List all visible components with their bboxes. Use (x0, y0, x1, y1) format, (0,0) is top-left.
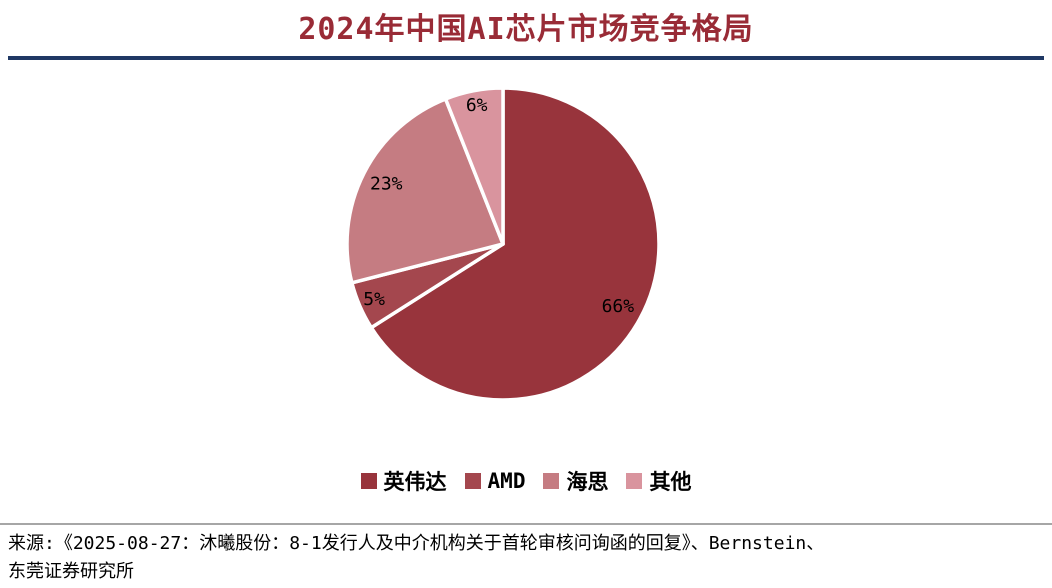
pie-slice-0 (369, 86, 661, 402)
legend-item-1: AMD (464, 469, 526, 493)
legend-item-2: 海思 (543, 466, 608, 496)
source-text: 来源:《2025-08-27：沐曦股份：8-1发行人及中介机构关于首轮审核问询函… (8, 530, 1048, 586)
pie-slice-label-0: 66% (602, 296, 635, 317)
pie-slice-label-3: 6% (466, 95, 488, 116)
pie-slice-label-2: 23% (370, 174, 403, 195)
legend-label: AMD (487, 469, 526, 493)
footer-rule (0, 523, 1052, 525)
legend-swatch-icon (626, 473, 643, 489)
chart-title: 2024年中国AI芯片市场竞争格局 (298, 12, 754, 47)
legend-label: 英伟达 (383, 470, 447, 494)
legend-swatch-icon (543, 473, 560, 489)
pie-chart: 66% 5% 23% 6% (345, 86, 661, 402)
title-rule (8, 56, 1044, 60)
pie-slice-label-1: 5% (363, 289, 385, 310)
legend-label: 海思 (566, 470, 609, 494)
source-line-2: 东莞证券研究所 (8, 561, 134, 582)
legend-label: 其他 (649, 470, 692, 494)
pie-slice-2 (345, 97, 505, 285)
source-line-1: 来源:《2025-08-27：沐曦股份：8-1发行人及中介机构关于首轮审核问询函… (8, 533, 825, 554)
legend-item-0: 英伟达 (360, 466, 447, 496)
legend: 英伟达 AMD 海思 其他 (0, 466, 1052, 496)
legend-swatch-icon (360, 473, 377, 489)
legend-item-3: 其他 (626, 466, 691, 496)
pie-slice-3 (443, 86, 505, 246)
legend-swatch-icon (464, 473, 481, 489)
